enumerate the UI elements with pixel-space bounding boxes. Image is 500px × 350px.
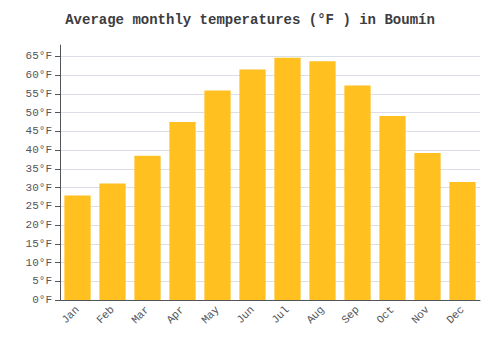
svg-text:0°F: 0°F <box>32 294 52 306</box>
svg-text:65°F: 65°F <box>26 50 52 62</box>
svg-text:10°F: 10°F <box>26 257 52 269</box>
svg-text:Mar: Mar <box>129 304 151 326</box>
svg-text:55°F: 55°F <box>26 88 52 100</box>
svg-text:Jul: Jul <box>269 304 291 326</box>
svg-text:30°F: 30°F <box>26 182 52 194</box>
svg-text:Jun: Jun <box>234 304 256 326</box>
svg-text:25°F: 25°F <box>26 200 52 212</box>
svg-text:Aug: Aug <box>304 304 326 326</box>
svg-text:15°F: 15°F <box>26 238 52 250</box>
svg-text:Dec: Dec <box>444 304 466 326</box>
svg-text:50°F: 50°F <box>26 107 52 119</box>
svg-text:5°F: 5°F <box>32 275 52 287</box>
svg-text:Apr: Apr <box>164 304 186 326</box>
svg-text:Oct: Oct <box>374 304 396 326</box>
svg-text:Feb: Feb <box>94 304 116 326</box>
svg-text:Average monthly temperatures (: Average monthly temperatures (°F ) in Bo… <box>65 12 435 28</box>
svg-text:45°F: 45°F <box>26 125 52 137</box>
svg-text:20°F: 20°F <box>26 219 52 231</box>
svg-text:May: May <box>199 303 222 326</box>
svg-text:Nov: Nov <box>409 303 432 326</box>
svg-text:Jan: Jan <box>59 304 81 326</box>
svg-text:35°F: 35°F <box>26 163 52 175</box>
svg-text:Sep: Sep <box>339 304 361 326</box>
svg-text:60°F: 60°F <box>26 69 52 81</box>
svg-text:40°F: 40°F <box>26 144 52 156</box>
